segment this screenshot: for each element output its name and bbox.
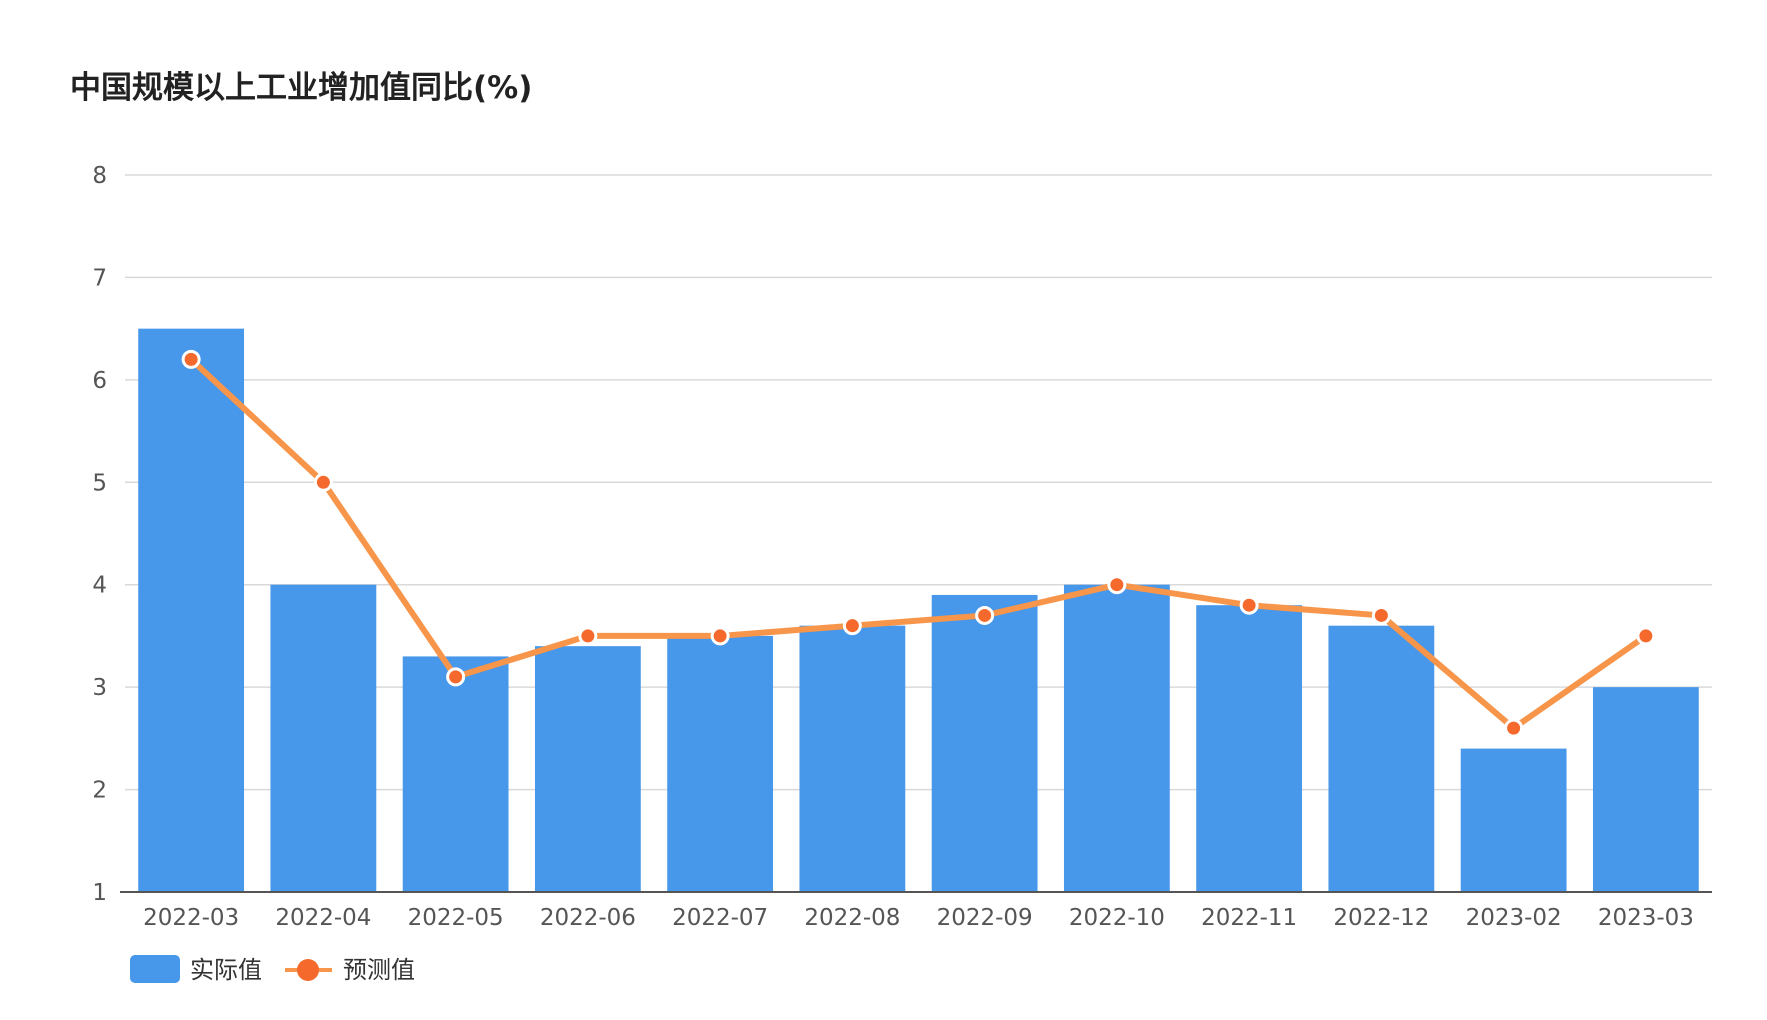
y-tick-label: 2 bbox=[92, 778, 107, 804]
x-tick-label: 2022-09 bbox=[937, 905, 1033, 931]
bar-2023-02[interactable] bbox=[1460, 748, 1567, 892]
bar-2022-12[interactable] bbox=[1328, 625, 1435, 892]
y-tick-label: 8 bbox=[92, 163, 107, 189]
line-point-2022-12[interactable] bbox=[1371, 605, 1391, 625]
x-axis-ticks: 2022-03 2022-04 2022-05 2022-06 2022-07 2022-… bbox=[143, 905, 1694, 931]
x-tick-label: 2023-03 bbox=[1598, 905, 1694, 931]
x-tick-label: 2022-06 bbox=[540, 905, 636, 931]
line-point-2022-09[interactable] bbox=[975, 605, 995, 625]
y-tick-label: 3 bbox=[92, 675, 107, 701]
bar-2023-03[interactable] bbox=[1592, 687, 1699, 892]
line-point-2022-11[interactable] bbox=[1239, 595, 1259, 615]
x-tick-label: 2022-07 bbox=[672, 905, 768, 931]
line-point-2022-10[interactable] bbox=[1107, 575, 1127, 595]
bar-2022-08[interactable] bbox=[799, 625, 906, 892]
bar-2022-11[interactable] bbox=[1196, 605, 1303, 892]
x-tick-label: 2022-05 bbox=[408, 905, 504, 931]
x-tick-label: 2022-12 bbox=[1333, 905, 1429, 931]
bar-2022-04[interactable] bbox=[270, 584, 377, 892]
x-tick-label: 2022-04 bbox=[275, 905, 371, 931]
x-tick-label: 2022-10 bbox=[1069, 905, 1165, 931]
y-tick-label: 7 bbox=[92, 265, 107, 291]
y-tick-label: 6 bbox=[92, 368, 107, 394]
bar-2022-09[interactable] bbox=[931, 594, 1038, 892]
line-point-2023-02[interactable] bbox=[1504, 718, 1524, 738]
legend-swatch-bar[interactable] bbox=[130, 955, 180, 983]
line-series bbox=[181, 349, 1656, 738]
legend: 实际值 预测值 bbox=[130, 955, 415, 984]
y-axis-ticks: 1 2 3 4 5 6 7 8 bbox=[92, 163, 107, 906]
bar-2022-06[interactable] bbox=[534, 646, 641, 892]
line-point-2022-04[interactable] bbox=[313, 472, 333, 492]
line-point-2022-05[interactable] bbox=[446, 667, 466, 687]
bar-series bbox=[138, 328, 1699, 893]
line-path bbox=[188, 356, 1649, 732]
line-point-2022-07[interactable] bbox=[710, 626, 730, 646]
x-tick-label: 2022-08 bbox=[804, 905, 900, 931]
x-tick-label: 2022-11 bbox=[1201, 905, 1297, 931]
y-tick-label: 1 bbox=[92, 880, 107, 906]
y-tick-label: 5 bbox=[92, 470, 107, 496]
bar-2022-07[interactable] bbox=[667, 635, 774, 892]
line-point-2023-03[interactable] bbox=[1636, 626, 1656, 646]
line-point-2022-06[interactable] bbox=[578, 626, 598, 646]
legend-swatch-marker[interactable] bbox=[297, 959, 319, 981]
line-point-2022-03[interactable] bbox=[181, 349, 201, 369]
x-tick-label: 2023-02 bbox=[1466, 905, 1562, 931]
bar-2022-10[interactable] bbox=[1063, 584, 1170, 892]
chart-title: 中国规模以上工业增加值同比(%) bbox=[70, 70, 533, 106]
line-point-2022-08[interactable] bbox=[842, 616, 862, 636]
bar-2022-05[interactable] bbox=[402, 656, 509, 892]
y-tick-label: 4 bbox=[92, 573, 107, 599]
bar-2022-03[interactable] bbox=[138, 328, 245, 893]
legend-label-bar[interactable]: 实际值 bbox=[190, 956, 262, 984]
legend-label-line[interactable]: 预测值 bbox=[343, 956, 415, 984]
x-tick-label: 2022-03 bbox=[143, 905, 239, 931]
